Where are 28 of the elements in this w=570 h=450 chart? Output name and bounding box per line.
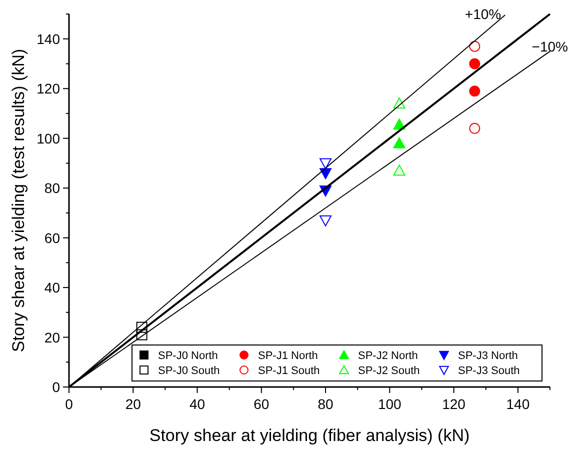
y-tick-label: 40	[44, 280, 60, 296]
legend-label: SP-J0 North	[158, 350, 218, 362]
y-tick-label: 0	[52, 379, 60, 395]
y-tick-label: 120	[36, 80, 60, 97]
y-tick-label: 140	[36, 30, 60, 47]
x-axis-title: Story shear at yielding (fiber analysis) (kN)	[149, 426, 470, 445]
legend-label: SP-J1 South	[258, 365, 320, 377]
y-axis-title: Story shear at yielding (test results) (kN)	[9, 48, 28, 352]
x-tick-label: 60	[254, 396, 270, 412]
x-tick-label: 0	[65, 396, 74, 412]
legend-label: SP-J1 North	[258, 350, 318, 362]
legend-label: SP-J2 North	[358, 350, 418, 362]
x-tick-label: 20	[125, 396, 142, 412]
y-tick-label: 100	[36, 130, 60, 146]
legend-label: SP-J3 North	[458, 350, 518, 362]
legend-label: SP-J3 South	[458, 365, 520, 377]
annotation: +10%	[464, 6, 502, 22]
x-tick-label: 80	[318, 396, 334, 412]
y-tick-label: 20	[44, 329, 60, 346]
x-tick-label: 100	[378, 396, 402, 412]
legend-label: SP-J2 South	[358, 365, 420, 377]
x-tick-label: 40	[189, 396, 206, 412]
y-tick-label: 80	[44, 180, 60, 196]
legend-label: SP-J0 South	[158, 365, 220, 377]
y-tick-label: 60	[44, 230, 60, 246]
annotation: −10%	[532, 38, 568, 54]
x-tick-label: 120	[442, 396, 466, 412]
x-tick-label: 140	[506, 396, 530, 412]
